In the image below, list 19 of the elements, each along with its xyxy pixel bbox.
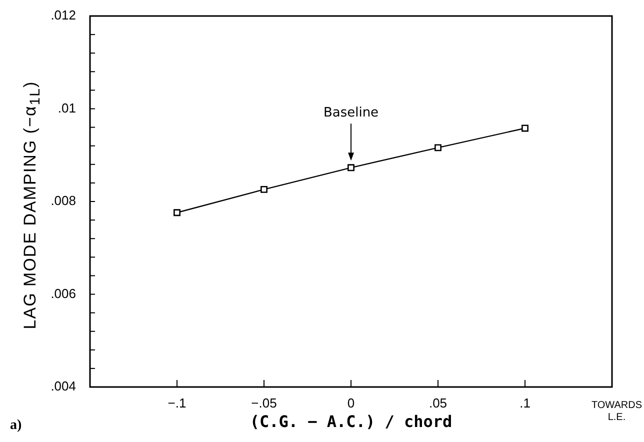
x-tick-label: .05 — [428, 395, 448, 410]
y-tick-label: .008 — [50, 193, 76, 208]
x-tick-label: −.05 — [251, 395, 277, 410]
x-tick-label: .1 — [520, 395, 530, 410]
point — [434, 144, 442, 152]
text: a) — [10, 418, 22, 434]
y-tick-label: .012 — [50, 8, 76, 23]
x-tick-label: −.1 — [168, 395, 186, 410]
y-tick-label: .01 — [58, 100, 76, 116]
y-tick-label: .006 — [50, 286, 76, 301]
x-axis-title: (C.G. − A.C.) / chord — [250, 412, 452, 431]
point — [522, 124, 528, 132]
point — [174, 209, 180, 216]
point — [260, 186, 268, 193]
text: TOWARDS L.E. — [591, 400, 642, 424]
point — [348, 164, 354, 172]
annotation: Baseline — [323, 106, 379, 121]
x-tick-label: 0 — [347, 395, 355, 410]
y-tick-label: .004 — [50, 378, 76, 394]
